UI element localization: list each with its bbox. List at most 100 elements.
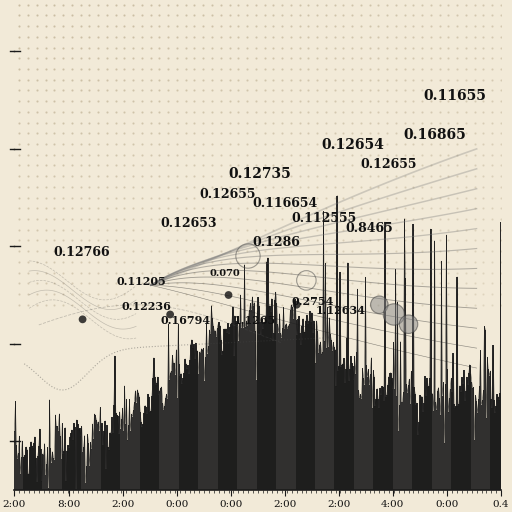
Bar [51,463,52,490]
Bar [356,352,357,490]
Bar [361,399,362,490]
Bar [479,386,480,490]
Bar [385,397,387,490]
Bar [165,398,166,490]
Bar [19,474,21,490]
Bar [311,313,312,490]
Bar [178,324,179,490]
Bar [128,425,129,490]
Bar [353,380,354,490]
Bar [97,424,98,490]
Bar [194,359,196,490]
Bar [376,389,378,490]
Bar [317,331,318,490]
Circle shape [399,315,418,333]
Bar [298,316,300,490]
Bar [345,369,347,490]
Bar [85,483,87,490]
Bar [62,454,64,490]
Bar [371,358,372,490]
Bar [295,320,297,490]
Bar [31,446,33,490]
Bar [462,384,464,490]
Bar [492,408,493,490]
Bar [24,457,25,490]
Bar [373,370,374,490]
Bar [327,308,328,490]
Bar [272,340,273,490]
Bar [34,437,36,490]
Bar [326,348,327,490]
Circle shape [371,296,388,313]
Bar [223,329,225,490]
Bar [201,349,202,490]
Bar [177,398,178,490]
Bar [416,403,418,490]
Bar [199,352,200,490]
Bar [93,439,94,490]
Bar [328,347,329,490]
Bar [373,377,375,490]
Bar [237,319,239,490]
Bar [113,405,115,490]
Bar [342,365,343,490]
Text: 0.16794: 0.16794 [160,315,210,326]
Bar [137,390,138,490]
Bar [235,322,237,490]
Bar [375,399,377,490]
Bar [69,437,71,490]
Bar [135,391,136,490]
Bar [166,394,167,490]
Bar [282,328,283,490]
Bar [56,426,57,490]
Text: 0.2754: 0.2754 [292,296,334,307]
Bar [121,419,122,490]
Bar [278,332,280,490]
Bar [478,399,479,490]
Bar [60,459,62,490]
Bar [258,297,259,490]
Bar [419,395,421,490]
Bar [94,414,95,490]
Bar [251,310,252,490]
Bar [98,422,99,490]
Bar [22,441,23,490]
Bar [234,316,236,490]
Bar [346,338,348,490]
Bar [360,394,361,490]
Bar [73,423,75,490]
Bar [308,321,310,490]
Bar [192,349,194,490]
Bar [314,324,315,490]
Bar [459,386,461,490]
Bar [400,342,401,490]
Bar [133,410,134,490]
Bar [285,325,286,490]
Bar [210,306,212,490]
Bar [162,403,163,490]
Bar [329,317,330,490]
Bar [291,305,292,490]
Bar [432,394,434,490]
Bar [334,350,336,490]
Bar [469,365,471,490]
Bar [370,374,371,490]
Bar [300,333,301,490]
Bar [472,388,474,490]
Bar [120,429,121,490]
Bar [403,392,404,490]
Bar [312,333,313,490]
Bar [203,348,204,490]
Bar [439,398,440,490]
Circle shape [166,311,174,318]
Bar [320,342,322,490]
Bar [487,370,489,490]
Bar [59,436,61,490]
Bar [264,323,266,490]
Bar [259,307,260,490]
Bar [193,345,195,490]
Bar [393,342,394,490]
Bar [150,411,152,490]
Bar [145,407,147,490]
Bar [268,306,270,490]
